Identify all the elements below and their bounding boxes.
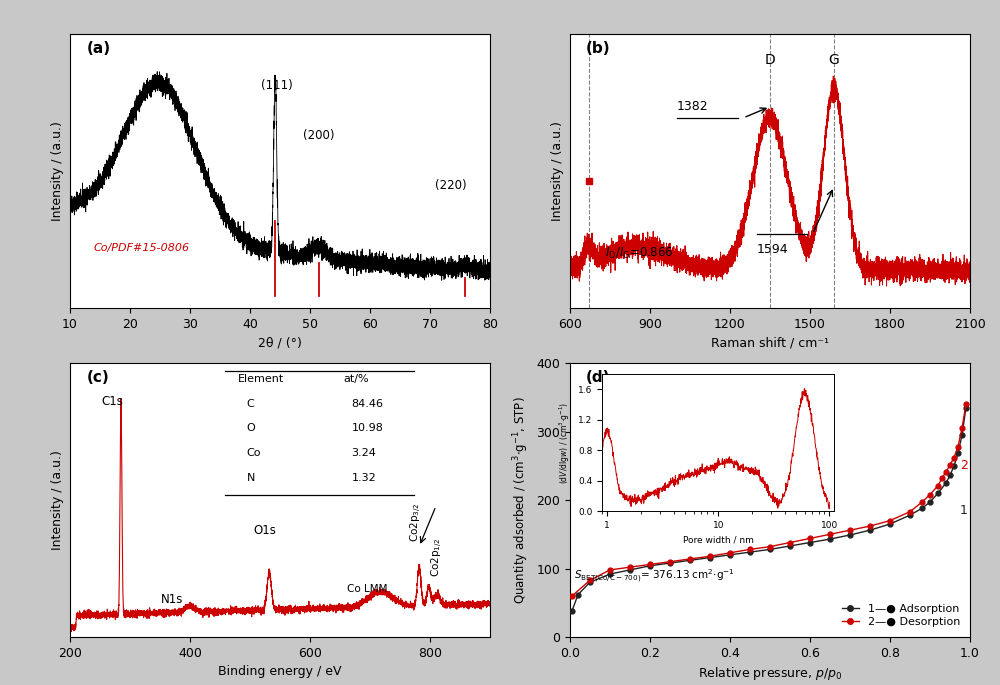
Text: 3.24: 3.24	[351, 448, 376, 458]
Text: 10.98: 10.98	[351, 423, 383, 434]
Text: 1.32: 1.32	[351, 473, 376, 483]
Text: N: N	[246, 473, 255, 483]
Y-axis label: Intensity / (a.u.): Intensity / (a.u.)	[551, 121, 564, 221]
Text: C1s: C1s	[102, 395, 124, 408]
Y-axis label: Intensity / (a.u.): Intensity / (a.u.)	[51, 450, 64, 550]
Y-axis label: Intensity / (a.u.): Intensity / (a.u.)	[51, 121, 64, 221]
Text: $I_\mathrm{D}/I_\mathrm{G}$=0.866: $I_\mathrm{D}/I_\mathrm{G}$=0.866	[605, 246, 673, 261]
X-axis label: Relative pressure, $p/p_0$: Relative pressure, $p/p_0$	[698, 665, 842, 682]
Text: Co: Co	[246, 448, 261, 458]
Text: D: D	[765, 53, 775, 67]
Text: G: G	[829, 53, 839, 67]
Text: (111): (111)	[261, 79, 293, 92]
Text: (b): (b)	[586, 41, 611, 56]
Text: 1382: 1382	[677, 100, 708, 113]
Text: O: O	[246, 423, 255, 434]
Text: O1s: O1s	[253, 524, 276, 537]
Text: Co2p$_{3/2}$: Co2p$_{3/2}$	[409, 502, 424, 542]
Text: (200): (200)	[303, 129, 335, 142]
Text: (c): (c)	[87, 370, 110, 385]
Legend: 1—● Adsorption, 2—● Desorption: 1—● Adsorption, 2—● Desorption	[838, 599, 964, 632]
Text: (220): (220)	[435, 179, 467, 192]
Text: 1594: 1594	[757, 243, 788, 256]
Text: (a): (a)	[87, 41, 111, 56]
Text: C: C	[246, 399, 254, 409]
Text: Element: Element	[238, 374, 284, 384]
X-axis label: Raman shift / cm⁻¹: Raman shift / cm⁻¹	[711, 336, 829, 349]
Text: Co2p$_{1/2}$: Co2p$_{1/2}$	[430, 538, 445, 577]
Text: Co LMM: Co LMM	[347, 584, 387, 594]
Y-axis label: Quantity adsorbed / (cm$^3$$\cdot$g$^{-1}$, STP): Quantity adsorbed / (cm$^3$$\cdot$g$^{-1…	[511, 396, 531, 604]
Text: N1s: N1s	[161, 593, 183, 606]
X-axis label: Binding energy / eV: Binding energy / eV	[218, 665, 342, 678]
Text: 84.46: 84.46	[351, 399, 383, 409]
X-axis label: 2θ / (°): 2θ / (°)	[258, 336, 302, 349]
Text: at/%: at/%	[343, 374, 369, 384]
Text: 2: 2	[960, 460, 968, 472]
Text: (d): (d)	[586, 370, 610, 385]
Text: $S_\mathrm{BET(Co/C-700)}$= 376.13 cm$^2$$\cdot$g$^{-1}$: $S_\mathrm{BET(Co/C-700)}$= 376.13 cm$^2…	[574, 568, 735, 585]
Text: Co/PDF#15-0806: Co/PDF#15-0806	[94, 243, 190, 253]
Text: 1: 1	[960, 504, 968, 516]
